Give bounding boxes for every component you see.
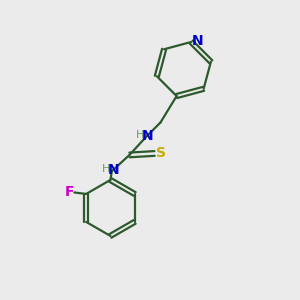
Text: H: H (136, 130, 145, 140)
Text: H: H (102, 164, 111, 174)
Text: S: S (156, 146, 166, 161)
Text: N: N (107, 163, 119, 177)
Text: N: N (141, 129, 153, 143)
Text: F: F (65, 185, 74, 199)
Text: N: N (192, 34, 203, 48)
